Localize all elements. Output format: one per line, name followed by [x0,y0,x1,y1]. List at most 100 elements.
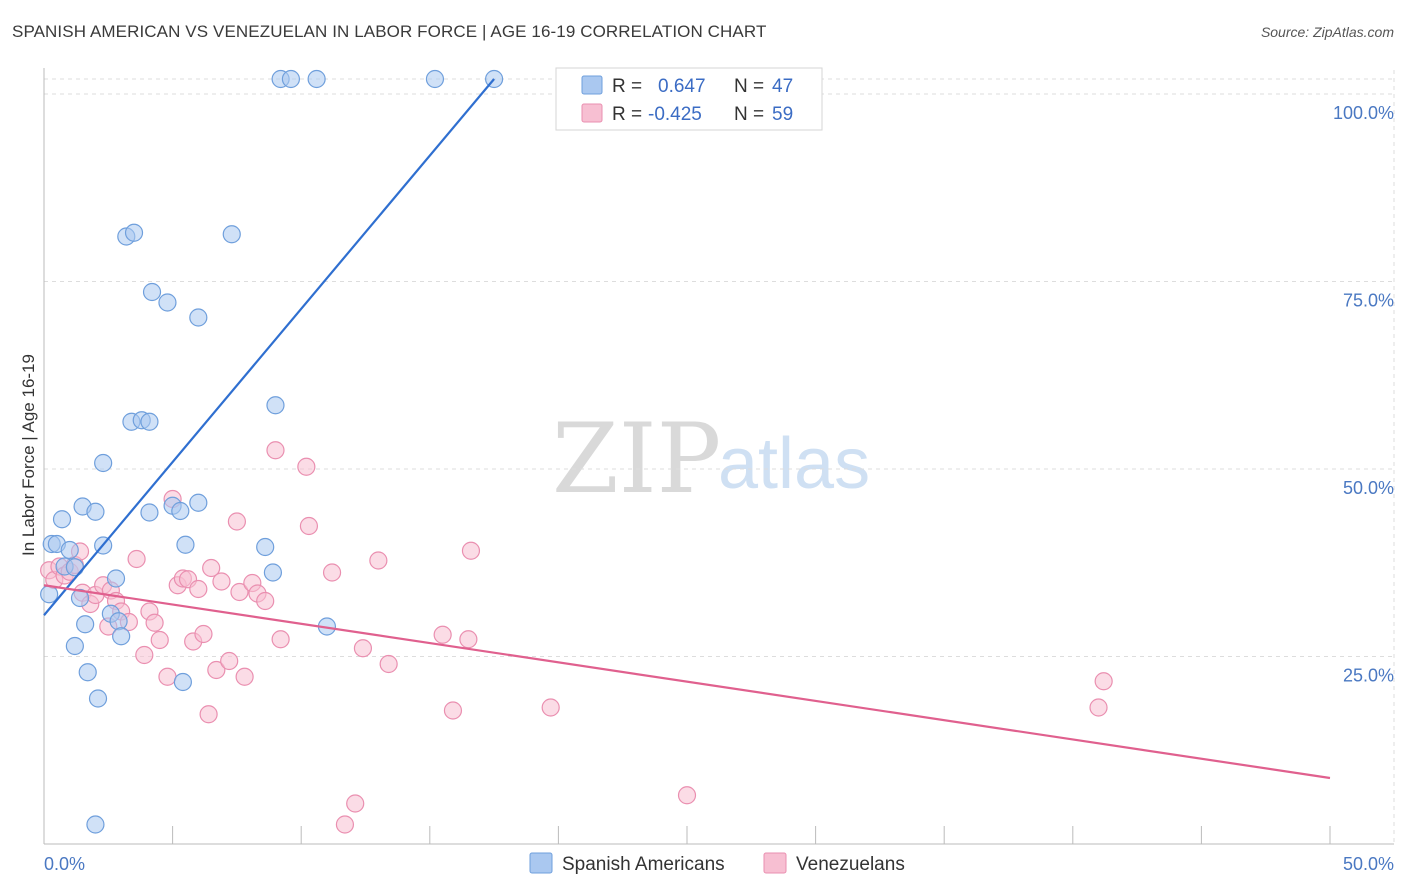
chart-title: SPANISH AMERICAN VS VENEZUELAN IN LABOR … [12,22,767,41]
venezuelan-point [369,551,388,570]
spanish-american-point [88,689,108,708]
venezuelan-point [256,591,275,611]
y-tick-labels: 25.0% 50.0% 75.0% 100.0% [1333,103,1394,686]
venezuelan-point [145,613,164,632]
legend-r-value-2: -0.425 [648,104,702,125]
spanish-american-point [76,615,95,634]
correlation-legend: R = 0.647 N = 47 R = -0.425 N = 59 [555,67,823,131]
legend-swatch-pink [581,103,603,123]
legend-swatch-blue [581,75,603,95]
venezuelan-point [433,625,452,644]
spanish-american-point [86,502,105,521]
venezuelan-point [207,660,226,680]
legend-r-label-2: R = [612,104,642,125]
y-tick-label: 75.0% [1343,291,1394,311]
venezuelan-point [135,645,154,665]
spanish-american-point [140,503,159,522]
x-tick-min: 0.0% [44,854,85,874]
series-label-spanish-americans: Spanish Americans [562,854,725,875]
y-axis-label: In Labor Force | Age 16-19 [19,354,38,556]
venezuelan-point [212,572,231,591]
spanish-americans-points [40,69,504,834]
spanish-american-point [266,396,285,415]
venezuelan-point [353,639,373,658]
series-label-venezuelans: Venezuelans [796,854,905,875]
spanish-american-point [263,563,283,582]
x-tick-max: 50.0% [1343,854,1394,874]
venezuelan-point [461,541,481,560]
spanish-american-point [189,493,208,512]
spanish-american-point [94,453,113,473]
venezuelan-point [230,582,249,602]
spanish-american-point [112,627,131,646]
axes [43,68,1394,845]
venezuelan-point [322,563,342,582]
venezuelan-point [220,651,239,671]
spanish-american-point [189,308,208,327]
venezuelan-point [1089,698,1108,717]
spanish-american-point [124,223,144,242]
venezuelan-point [266,441,285,460]
spanish-american-point [281,69,301,89]
spanish-american-point [142,282,162,302]
series-legend: Spanish Americans Venezuelans [529,852,905,875]
spanish-american-point [86,815,105,834]
venezuelan-point [194,624,213,644]
source-credit: Source: ZipAtlas.com [1260,24,1394,40]
spanish-american-point [65,636,84,656]
venezuelan-point [379,654,398,674]
venezuelan-point [271,630,290,649]
spanish-american-point [256,537,275,557]
legend-r-value-1: 0.647 [658,76,706,97]
venezuelan-point [199,705,218,724]
spanish-american-point [222,225,241,244]
legend-n-value-2: 59 [772,104,793,125]
venezuelan-point [227,512,246,531]
y-tick-label: 50.0% [1343,478,1394,498]
venezuelan-point [541,698,560,717]
spanish-american-point [52,510,72,529]
venezuelan-point [299,516,319,536]
spanish-american-point [40,585,59,604]
series-swatch-spanish-americans [529,852,553,874]
spanish-american-point [65,558,84,577]
spanish-american-point [106,569,126,588]
spanish-american-point [78,663,97,682]
spanish-americans-trend-line [43,78,495,616]
venezuelan-point [158,667,177,686]
watermark-atlas: atlas [718,424,870,504]
venezuelan-point [235,667,254,686]
venezuelan-point [202,558,221,578]
spanish-american-point [307,69,326,89]
legend-n-value-1: 47 [772,76,793,97]
spanish-american-point [158,293,177,312]
spanish-american-point [60,540,79,560]
spanish-american-point [171,501,190,521]
venezuelan-point [346,794,365,813]
venezuelan-point [335,815,355,834]
spanish-american-point [70,588,90,608]
venezuelan-point [443,701,463,720]
series-swatch-venezuelans [763,852,787,874]
spanish-american-point [425,69,445,89]
venezuelan-point [1094,672,1113,691]
venezuelan-point [459,630,478,649]
spanish-american-point [176,535,195,554]
y-tick-label: 25.0% [1343,666,1394,686]
legend-r-label-1: R = [612,76,642,97]
venezuelan-point [150,630,169,650]
trend-lines [43,78,1331,780]
venezuelans-trend-line [43,584,1331,780]
spanish-american-point [109,612,128,631]
venezuelan-point [677,786,697,805]
watermark-zip: ZIP [552,403,721,515]
venezuelan-point [127,549,146,569]
venezuelan-point [297,457,316,476]
spanish-american-point [140,412,159,431]
venezuelan-point [189,579,208,599]
legend-n-label-2: N = [734,104,764,125]
y-tick-label: 100.0% [1333,103,1394,123]
spanish-american-point [173,672,192,692]
legend-n-label-1: N = [734,76,764,97]
